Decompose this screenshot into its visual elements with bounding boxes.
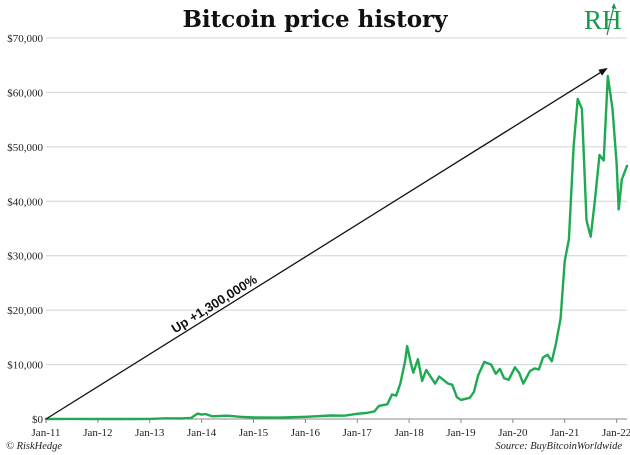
annotation-arrow-shaft: [45, 72, 601, 420]
x-tick-label: Jan-14: [187, 427, 217, 439]
y-tick-label: $20,000: [7, 305, 43, 317]
x-tick-label: Jan-16: [291, 427, 321, 439]
y-tick-label: $70,000: [7, 33, 43, 45]
x-tick-label: Jan-19: [446, 427, 476, 439]
x-tick-label: Jan-17: [343, 427, 373, 439]
x-tick-label: Jan-15: [239, 427, 269, 439]
x-tick-label: Jan-21: [550, 427, 579, 439]
copyright-text: © RiskHedge: [6, 441, 63, 452]
price-series-line: [44, 74, 629, 421]
y-tick-label: $60,000: [7, 87, 43, 99]
chart-title: Bitcoin price history: [182, 6, 448, 33]
x-tick-label: Jan-12: [83, 427, 112, 439]
y-tick-label: $50,000: [7, 142, 43, 154]
x-tick-label: Jan-22: [602, 427, 630, 439]
y-tick-label: $0: [32, 414, 44, 426]
y-tick-label: $30,000: [7, 251, 43, 263]
annotation-label: Up +1,300,000%: [169, 271, 260, 336]
source-text: Source: BuyBitcoinWorldwide: [495, 441, 622, 452]
y-tick-label: $40,000: [7, 196, 43, 208]
logo-arrow-shaft: [606, 5, 615, 36]
logo-arrow-head: [611, 3, 617, 9]
annotation-arrow-head: [598, 67, 608, 76]
x-tick-label: Jan-20: [498, 427, 528, 439]
riskhedge-logo-text: RH: [584, 5, 622, 35]
x-tick-label: Jan-11: [32, 427, 61, 439]
x-tick-label: Jan-18: [394, 427, 424, 439]
riskhedge-logo: RH: [584, 3, 622, 36]
x-tick-label: Jan-13: [135, 427, 165, 439]
y-tick-label: $10,000: [7, 360, 43, 372]
